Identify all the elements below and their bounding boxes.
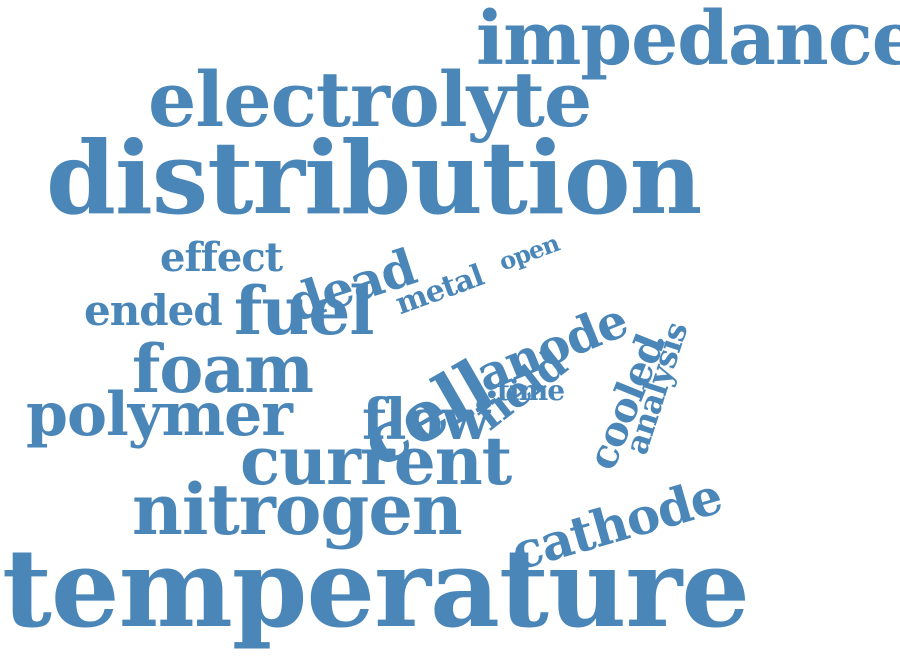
word-current: current	[240, 422, 512, 500]
word-impedance: impedance	[476, 0, 900, 82]
word-polymer: polymer	[26, 380, 293, 450]
word-electrolyte: electrolyte	[148, 55, 592, 144]
word-flow: flow	[362, 387, 490, 453]
word-time: time	[497, 374, 565, 407]
word-open: open	[494, 228, 563, 277]
word-foam: foam	[132, 330, 314, 408]
word-fuel: fuel	[234, 272, 374, 350]
word-nitrogen: nitrogen	[132, 468, 463, 551]
word-ended: ended	[84, 286, 223, 335]
word-distribution: distribution	[46, 119, 702, 237]
word-temperature: temperature	[2, 526, 750, 652]
word-effect: effect	[160, 234, 283, 281]
